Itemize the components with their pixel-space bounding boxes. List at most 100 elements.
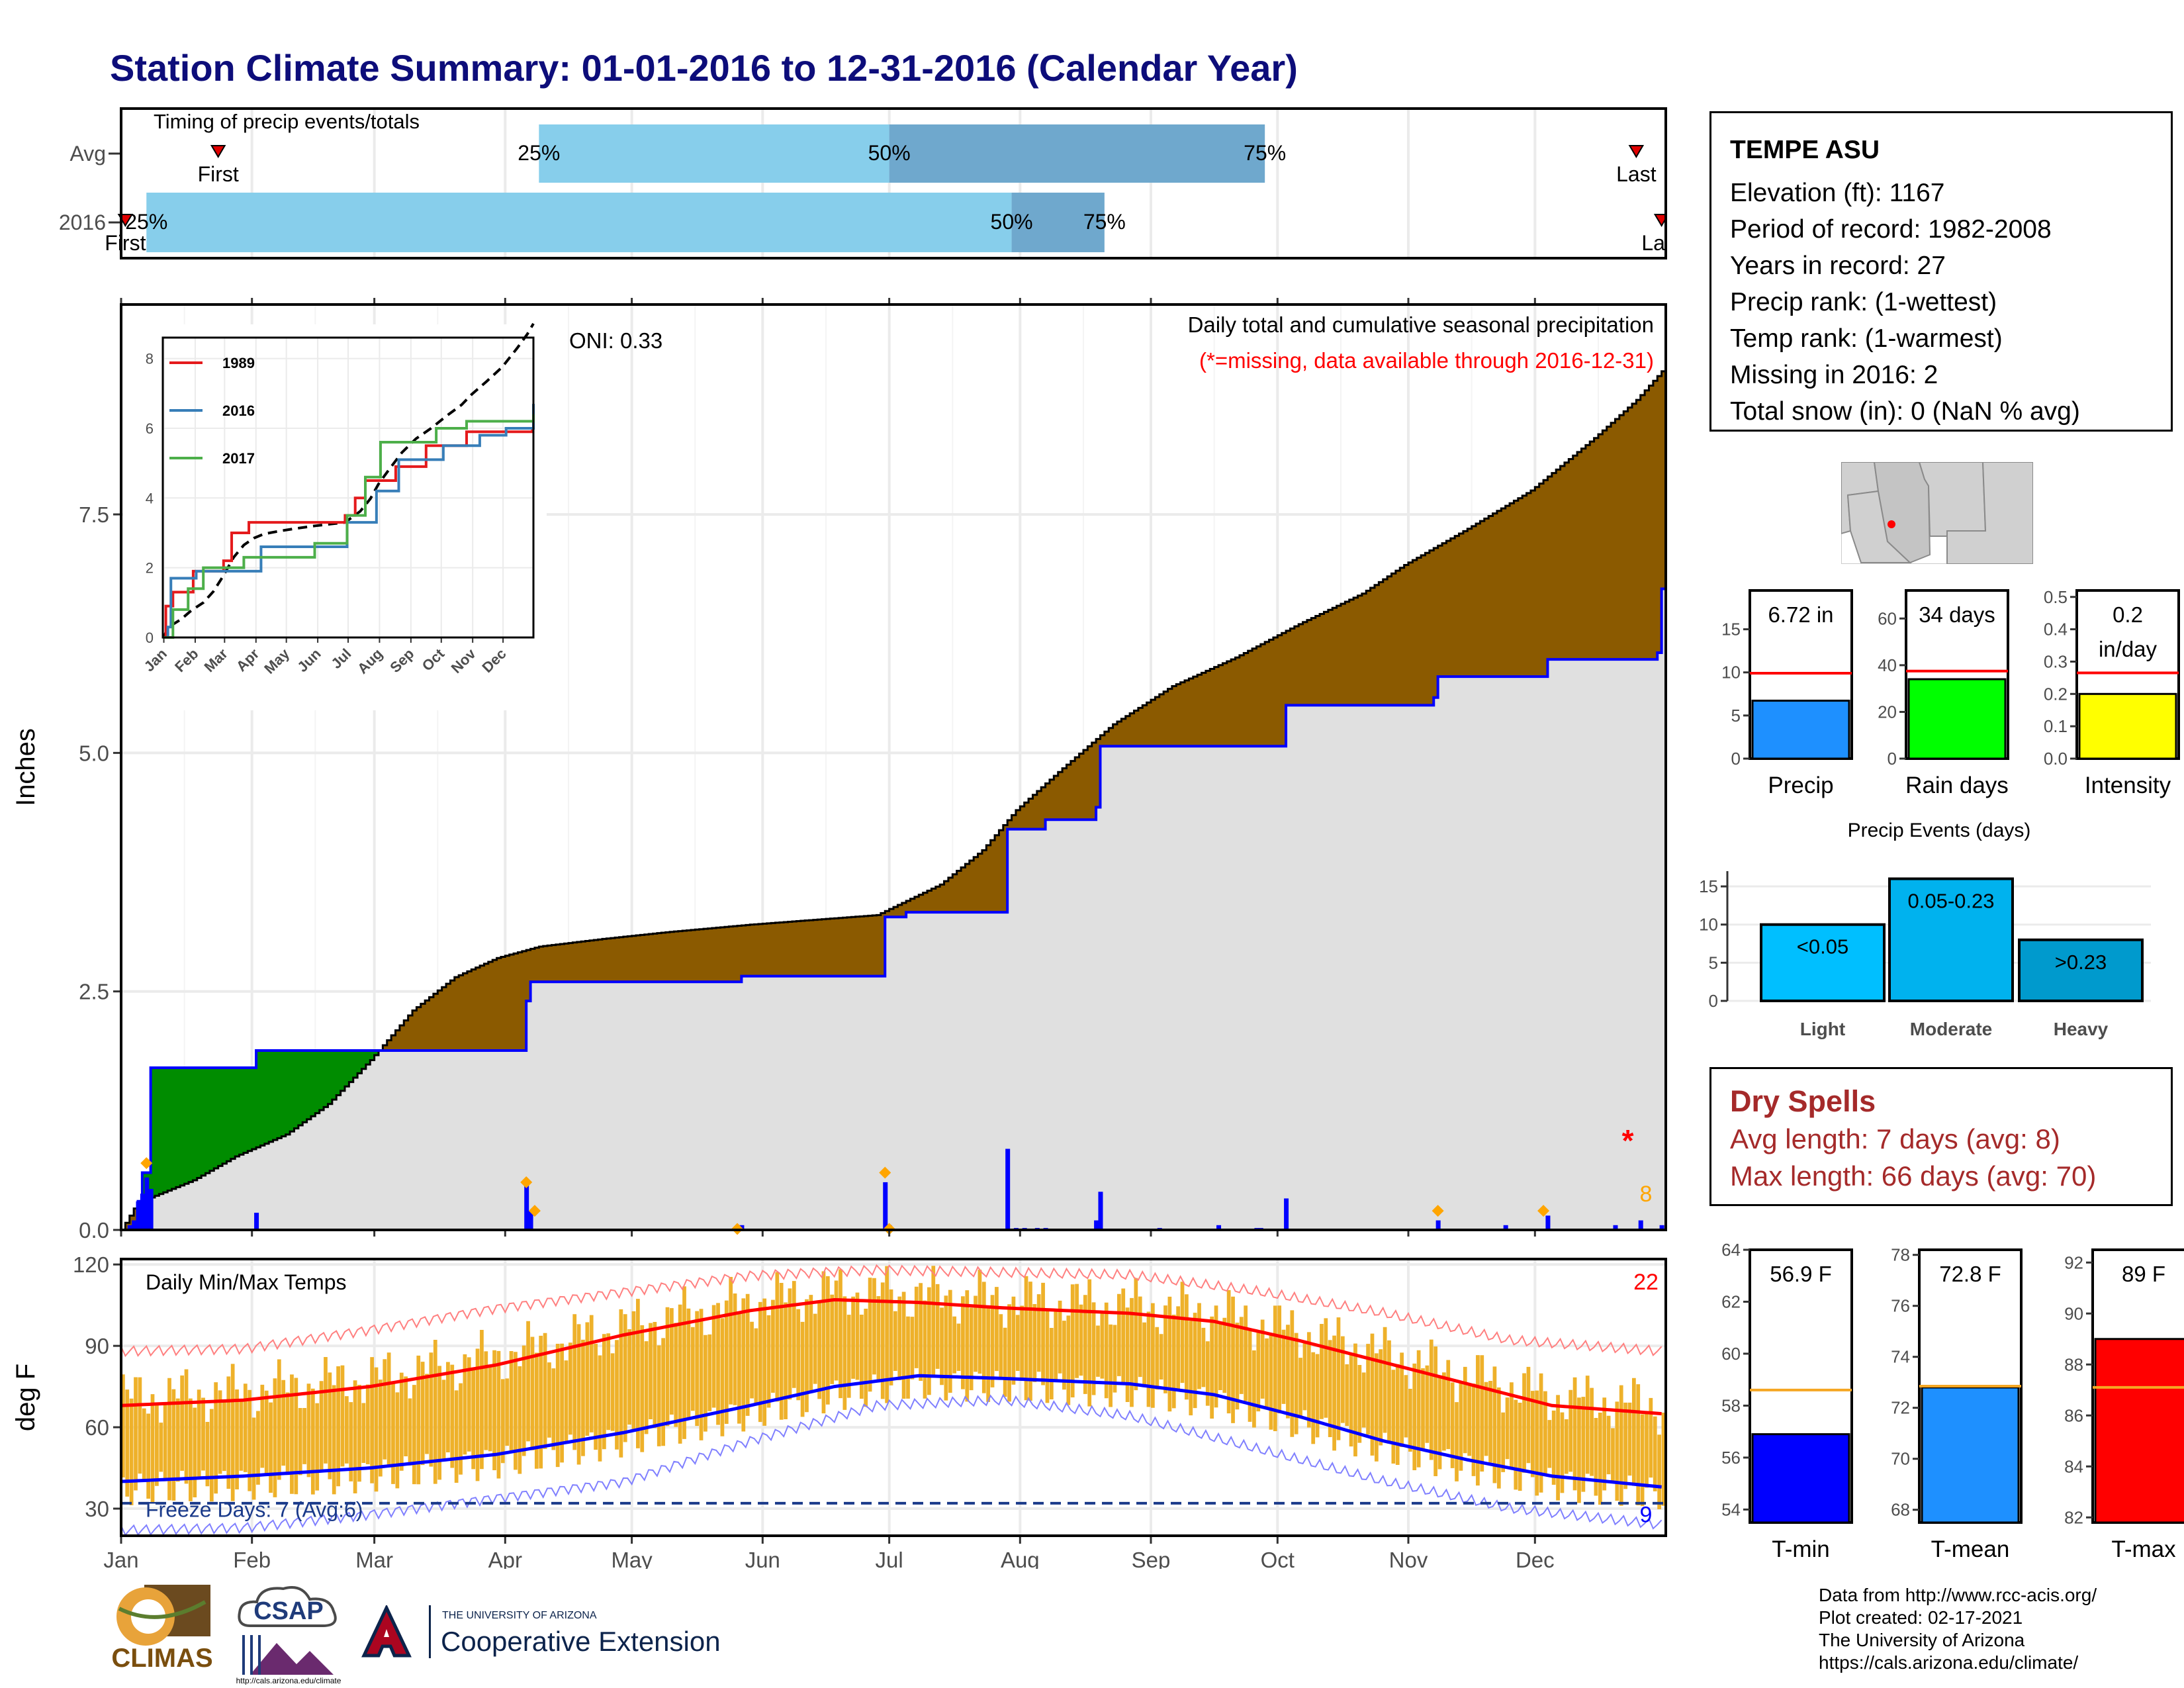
dry-spells-box: Dry Spells Avg length: 7 days (avg: 8) M… [1709,1067,2173,1206]
mini-panel-label: T-min [1772,1536,1830,1562]
timing-first-marker [210,145,226,158]
timing-bar-25-50 [146,193,1012,252]
credit-plot-created: Plot created: 02-17-2021 [1819,1607,2023,1628]
mini-panel-label: Intensity [2085,773,2171,798]
temp-xtick-label: Apr [488,1548,522,1569]
surplus-area [142,1051,379,1200]
inset-legend-label: 1989 [222,355,255,371]
mini-ytick-label: 90 [2064,1303,2083,1323]
freeze-days-label: Freeze Days: 7 (Avg:6) [146,1497,363,1521]
temp-ytick-label: 90 [85,1334,109,1358]
daily-precip-bar [1435,1220,1441,1230]
deficit-area [125,371,1666,1230]
temp-xtick-label: Oct [1261,1548,1295,1569]
dry-spells-avg: Avg length: 7 days (avg: 8) [1730,1123,2060,1154]
missing-line: Missing in 2016: 2 [1730,361,1938,389]
precip-ytick-label: 7.5 [79,502,109,527]
mini-ytick-label: 0.4 [2044,620,2068,639]
temp-xtick-label: Jul [876,1548,903,1569]
daily-precip-bar [140,1194,145,1230]
timing-last-label: Last [1616,162,1657,186]
events-bar-label: <0.05 [1797,935,1848,959]
station-name: TEMPE ASU [1730,136,1880,164]
daily-precip-bar [1098,1192,1103,1230]
mini-ytick-label: 0.5 [2044,587,2068,607]
inset-series-line-2017 [163,414,535,639]
mini-ytick-label: 0.0 [2044,749,2068,769]
normal-max-line [120,1297,1662,1416]
mini-ytick-label: 5 [1731,706,1741,726]
inset-legend-label: 2017 [222,450,255,467]
events-bar [2018,938,2144,1002]
mini-ytick-label: 0.1 [2044,716,2068,736]
record-high-count: 22 [1633,1270,1659,1295]
mini-ytick-label: 68 [1891,1500,1910,1520]
daily-precip-bar [148,1189,154,1230]
precip-ylabel: Inches [11,728,40,806]
mini-ytick-label: 58 [1721,1395,1741,1415]
dry-spells-title: Dry Spells [1730,1084,1876,1118]
timing-frame [120,107,1667,259]
inset-frame [161,336,535,639]
record-max-line [120,1264,1662,1358]
observed-cumulative-area [121,588,1666,1230]
daily-precip-bar [1659,1225,1664,1230]
temp-xtick-label: Jun [745,1548,780,1569]
mini-value-bar [1907,678,2007,760]
mini-ytick-label: 0.2 [2044,684,2068,704]
mini-ytick-label: 60 [1721,1344,1741,1364]
ua-a-logo [361,1605,412,1658]
daily-precip-bar [1638,1220,1643,1230]
timing-bar-25-50 [539,124,889,183]
mini-ytick-label: 92 [2064,1252,2083,1272]
precip-ytick-label: 5.0 [79,741,109,765]
mini-value-bar [2078,692,2177,760]
inset-ytick-label: 0 [146,630,154,646]
mini-ytick-label: 84 [2064,1456,2083,1476]
coop-extension-text: Cooperative Extension [441,1626,721,1657]
precip-rank-line: Precip rank: (1-wettest) [1730,288,1997,316]
page-title: Station Climate Summary: 01-01-2016 to 1… [110,47,1298,89]
mini-panel-label: Rain days [1905,773,2009,798]
record-min-line [120,1393,1662,1536]
temp-xtick-label: Aug [1001,1548,1040,1569]
timing-last-marker [1628,145,1645,158]
mini-ytick-label: 88 [2064,1354,2083,1374]
mini-value-label: 6.72 in [1768,602,1833,627]
temp-ytick-label: 60 [85,1415,109,1440]
mini-ytick-label: 0 [1731,749,1741,769]
timing-row-label: Avg [69,142,106,165]
record-precip-count: 8 [1640,1182,1653,1207]
events-ytick-label: 10 [1699,915,1718,935]
precip-ytick-label: 2.5 [79,980,109,1004]
credit-data-source: Data from http://www.rcc-acis.org/ [1819,1585,2097,1605]
mini-ytick-label: 64 [1721,1240,1741,1260]
daily-precip-bar [144,1177,150,1230]
timing-bar-50-75 [889,124,1265,183]
events-title: Precip Events (days) [1848,820,2031,841]
inset-legend-label: 2016 [222,402,255,419]
precip-frame [120,303,1667,1231]
elevation-line: Elevation (ft): 1167 [1730,179,1945,207]
temp-title: Daily Min/Max Temps [146,1270,346,1294]
ua-small-text: THE UNIVERSITY OF ARIZONA [442,1610,597,1621]
inset-series-line-2016 [163,404,535,639]
oni-annotation: ONI: 0.33 [569,328,662,353]
mini-value-bar [1751,1433,1850,1524]
mini-value-label: 72.8 F [1939,1262,2001,1286]
mini-ytick-label: 74 [1891,1347,1910,1367]
daily-precip-bar [136,1201,141,1230]
mini-value-label: 89 F [2122,1262,2165,1286]
inset-ytick-label: 4 [146,490,154,506]
temp-xtick-label: Dec [1516,1548,1555,1569]
temp-xtick-label: Nov [1389,1548,1428,1569]
events-ytick-label: 5 [1709,953,1718,972]
daily-precip-bar [1094,1220,1099,1230]
mini-ytick-label: 10 [1721,663,1741,682]
daily-precip-bar [1503,1225,1508,1230]
daily-precip-bar [127,1225,132,1230]
credits: Data from http://www.rcc-acis.org/ Plot … [1819,1584,2097,1674]
mini-ytick-label: 15 [1721,620,1741,639]
temp-xtick-label: Mar [355,1548,393,1569]
daily-precip-bar [883,1182,888,1230]
